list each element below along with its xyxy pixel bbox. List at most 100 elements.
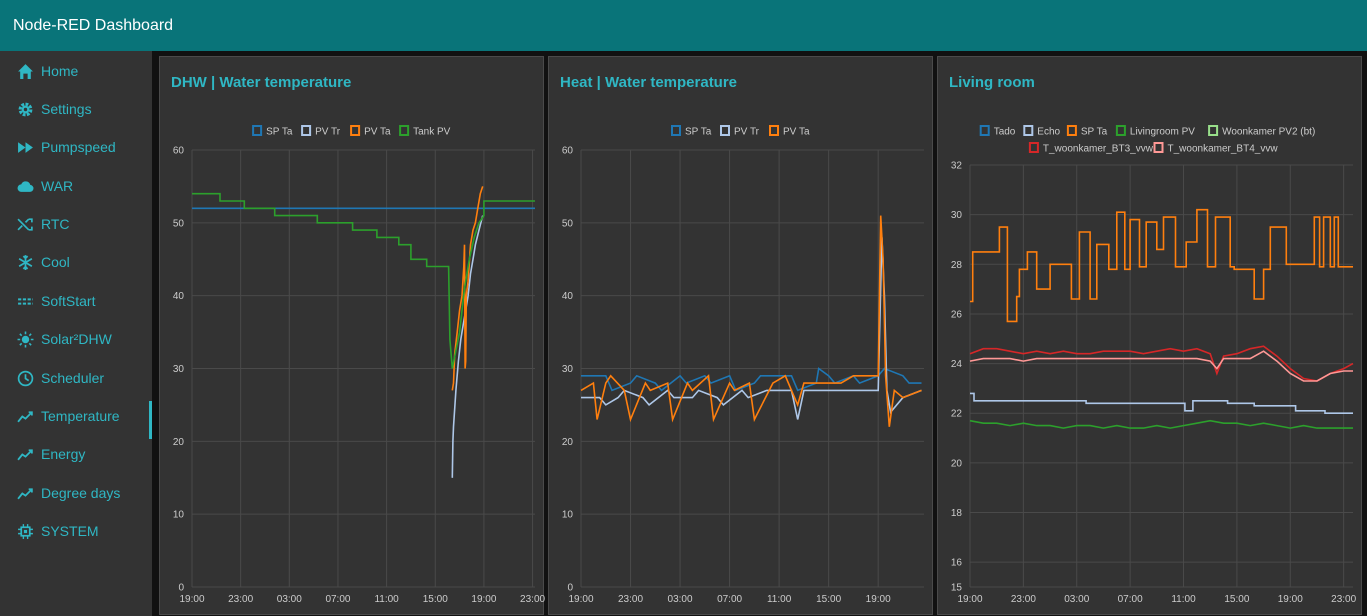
x-tick-label: 03:00 xyxy=(1064,594,1089,605)
series-line-t-woonkamer-bt3-vvw[interactable] xyxy=(969,345,1354,382)
sidebar-item-system[interactable]: SYSTEM xyxy=(0,512,152,550)
y-tick-label: 10 xyxy=(562,510,574,521)
sidebar-item-scheduler[interactable]: Scheduler xyxy=(0,359,152,397)
legend-swatch[interactable] xyxy=(769,125,779,136)
series-line-pv-ta[interactable] xyxy=(451,186,484,391)
legend-label[interactable]: T_woonkamer_BT4_vvw xyxy=(1168,144,1279,155)
x-tick-label: 11:00 xyxy=(767,594,792,605)
main-content: DHW | Water temperature 0 10 20 30 40 50 60 19:… xyxy=(152,51,1367,616)
sidebar-item-softstart[interactable]: SoftStart xyxy=(0,282,152,320)
legend-label[interactable]: PV Tr xyxy=(734,127,760,138)
legend-label[interactable]: Echo xyxy=(1037,127,1060,138)
line-chart-icon xyxy=(16,445,34,463)
legend-label[interactable]: SP Ta xyxy=(266,127,293,138)
dashed-lines-icon xyxy=(16,292,34,310)
y-tick-label: 0 xyxy=(178,583,184,594)
legend-label[interactable]: Tado xyxy=(994,127,1016,138)
legend-label[interactable]: PV Tr xyxy=(315,127,341,138)
sidebar-item-rtc[interactable]: RTC xyxy=(0,205,152,243)
chart-card-heat: Heat | Water temperature 0 10 20 30 40 50 60 19… xyxy=(548,56,933,615)
gear-icon xyxy=(16,100,34,118)
y-tick-label: 24 xyxy=(951,359,963,370)
legend-swatch[interactable] xyxy=(301,125,312,136)
x-tick-label: 11:00 xyxy=(374,594,399,605)
y-tick-label: 0 xyxy=(567,583,573,594)
x-tick-label: 15:00 xyxy=(816,594,841,605)
x-tick-label: 19:00 xyxy=(179,594,204,605)
legend-swatch[interactable] xyxy=(1115,125,1126,136)
legend-label[interactable]: Woonkamer PV2 (bt) xyxy=(1222,127,1315,138)
sidebar-item-label: WAR xyxy=(41,178,74,194)
sidebar-item-home[interactable]: Home xyxy=(0,52,152,90)
series-line-sp-ta[interactable] xyxy=(581,367,922,392)
series-line-pv-ta[interactable] xyxy=(580,215,922,427)
sidebar-item-solar-dhw[interactable]: Solar²DHW xyxy=(0,320,152,358)
y-tick-label: 20 xyxy=(173,437,185,448)
x-tick-label: 19:00 xyxy=(1278,594,1303,605)
series-line-livingroom-pv[interactable] xyxy=(969,419,1353,429)
legend-swatch[interactable] xyxy=(1066,125,1077,136)
sidebar-item-energy[interactable]: Energy xyxy=(0,435,152,473)
legend-label[interactable]: SP Ta xyxy=(685,127,712,138)
line-chart-icon xyxy=(16,407,34,425)
legend-swatch[interactable] xyxy=(1023,125,1034,136)
sidebar-item-degree-days[interactable]: Degree days xyxy=(0,474,152,512)
y-tick-label: 30 xyxy=(173,364,185,375)
x-tick-label: 07:00 xyxy=(325,594,350,605)
legend-swatch[interactable] xyxy=(1153,142,1164,153)
x-tick-label: 23:00 xyxy=(520,594,545,605)
sidebar-item-label: Cool xyxy=(41,254,70,270)
x-tick-label: 19:00 xyxy=(866,594,891,605)
legend-label[interactable]: PV Ta xyxy=(783,127,810,138)
chart-card-living-room: Living room 15 16 18 20 22 24 26 28 30 32 19:00 23:… xyxy=(937,56,1362,615)
app-title: Node-RED Dashboard xyxy=(13,16,174,34)
chart-card-dhw: DHW | Water temperature 0 10 20 30 40 50 60 19:… xyxy=(159,56,545,616)
home-icon xyxy=(16,62,34,80)
legend-swatch[interactable] xyxy=(671,125,681,136)
sidebar-item-war[interactable]: WAR xyxy=(0,167,152,205)
legend-label[interactable]: PV Ta xyxy=(364,127,391,138)
line-chart-icon xyxy=(16,484,34,502)
series-line-t-woonkamer-bt4-vvw[interactable] xyxy=(969,350,1353,382)
legend-swatch[interactable] xyxy=(979,125,990,136)
sidebar-item-label: Pumpspeed xyxy=(41,139,116,155)
chart-title: DHW | Water temperature xyxy=(171,74,352,91)
y-tick-label: 26 xyxy=(951,309,963,320)
chart-title: Heat | Water temperature xyxy=(560,74,738,91)
y-tick-label: 50 xyxy=(173,218,185,229)
heat-chart[interactable]: 0 10 20 30 40 50 60 19:00 23:00 03:00 07:00 11:00 15… xyxy=(549,57,934,616)
x-tick-label: 23:00 xyxy=(1011,594,1036,605)
y-tick-label: 50 xyxy=(562,218,574,229)
legend-swatch[interactable] xyxy=(399,125,410,136)
legend-label[interactable]: Tank PV xyxy=(413,127,451,138)
legend-label[interactable]: Livingroom PV xyxy=(1130,127,1195,138)
sidebar-item-cool[interactable]: Cool xyxy=(0,243,152,281)
legend-label[interactable]: SP Ta xyxy=(1081,127,1108,138)
legend-swatch[interactable] xyxy=(350,125,361,136)
x-tick-label: 19:00 xyxy=(568,594,593,605)
y-tick-label: 22 xyxy=(951,409,963,420)
series-line-sp-ta[interactable] xyxy=(970,208,1353,323)
legend-label[interactable]: T_woonkamer_BT3_vvw xyxy=(1043,144,1154,155)
legend-swatch[interactable] xyxy=(1028,142,1039,153)
sun-icon xyxy=(16,330,34,348)
y-tick-label: 15 xyxy=(951,583,963,594)
series-line-tank-pv[interactable] xyxy=(192,192,535,369)
sidebar-item-label: Solar²DHW xyxy=(41,331,112,347)
series-line-echo[interactable] xyxy=(970,392,1353,415)
sidebar-item-pumpspeed[interactable]: Pumpspeed xyxy=(0,128,152,166)
sidebar-item-settings[interactable]: Settings xyxy=(0,90,152,128)
cloud-icon xyxy=(16,177,34,195)
legend-swatch[interactable] xyxy=(1208,125,1219,136)
sidebar-item-temperature[interactable]: Temperature xyxy=(0,397,152,439)
y-tick-label: 60 xyxy=(173,146,185,157)
sidebar-item-label: SoftStart xyxy=(41,293,96,309)
y-tick-label: 60 xyxy=(562,146,574,157)
snowflake-icon xyxy=(16,253,34,271)
sidebar-item-label: Temperature xyxy=(41,408,120,424)
dhw-chart[interactable]: 0 10 20 30 40 50 60 19:00 23:00 03:00 07:00 11:00 15… xyxy=(160,57,545,616)
legend-swatch[interactable] xyxy=(720,125,730,136)
living-room-chart[interactable]: 15 16 18 20 22 24 26 28 30 32 19:00 23:00 03:00 07:00… xyxy=(938,57,1363,616)
legend-swatch[interactable] xyxy=(252,125,263,136)
y-tick-label: 28 xyxy=(951,260,963,271)
